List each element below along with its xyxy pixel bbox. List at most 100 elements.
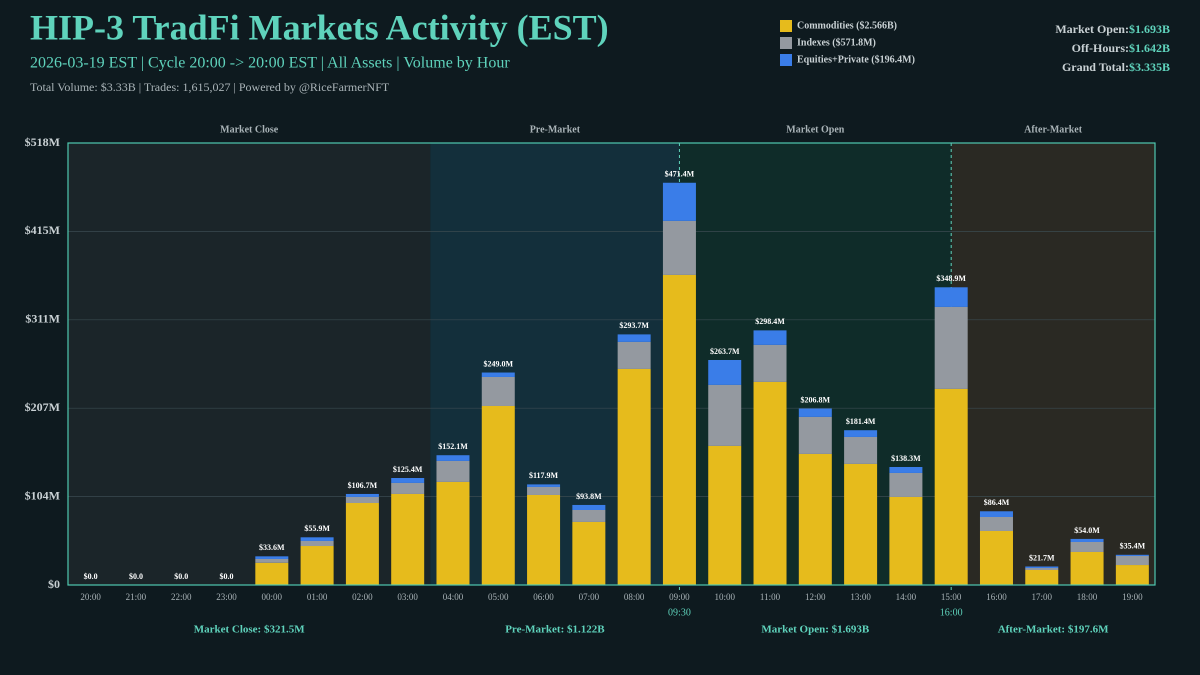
bar-segment	[844, 430, 878, 437]
total-label: $125.4M	[393, 465, 423, 474]
x-tick-label: 07:00	[579, 592, 600, 602]
bar-segment	[572, 504, 606, 510]
legend-label: Indexes ($571.8M)	[797, 37, 876, 48]
total-label: $471.4M	[665, 170, 695, 179]
bar-segment	[345, 496, 379, 503]
bar-segment	[572, 509, 606, 522]
x-tick-label: 16:00	[986, 592, 1007, 602]
legend-label: Equities+Private ($196.4M)	[797, 54, 915, 65]
total-label: $293.7M	[619, 321, 649, 330]
session-summary: After-Market: $197.6M	[998, 624, 1109, 636]
session-summary: Pre-Market: $1.122B	[505, 624, 605, 636]
bar-segment	[1025, 568, 1059, 570]
bar-segment	[662, 274, 696, 585]
x-tick-label: 23:00	[216, 592, 237, 602]
bar-segment	[934, 306, 968, 389]
total-label: $152.1M	[438, 442, 468, 451]
bar-segment	[934, 287, 968, 307]
session-label: After-Market	[1024, 124, 1083, 135]
x-tick-label: 11:00	[760, 592, 781, 602]
total-label: $86.4M	[984, 498, 1010, 507]
info-line: Total Volume: $3.33B | Trades: 1,615,027…	[30, 80, 390, 94]
total-label: $54.0M	[1074, 526, 1100, 535]
bar-segment	[798, 408, 832, 417]
bar-segment	[391, 477, 425, 483]
bar-segment	[889, 496, 923, 585]
total-label: $0.0	[220, 572, 234, 581]
x-tick-label: 00:00	[262, 592, 283, 602]
x-tick-label: 14:00	[896, 592, 917, 602]
x-tick-label: 05:00	[488, 592, 509, 602]
y-tick-label: $207M	[25, 400, 60, 414]
y-tick-label: $415M	[25, 223, 60, 237]
bar-segment	[617, 368, 651, 585]
bar-segment	[1115, 555, 1149, 566]
bar-segment	[798, 453, 832, 585]
bar-segment	[1025, 566, 1059, 569]
total-label: $263.7M	[710, 347, 740, 356]
session-label: Pre-Market	[530, 124, 581, 135]
x-tick-label: 19:00	[1122, 592, 1143, 602]
chart-title: HIP-3 TradFi Markets Activity (EST)	[30, 7, 609, 47]
bar-segment	[345, 493, 379, 497]
bar-segment	[1115, 565, 1149, 585]
x-tick-label: 18:00	[1077, 592, 1098, 602]
x-tick-label: 09:00	[669, 592, 690, 602]
bar-segment	[300, 537, 334, 541]
divider-label: 16:00	[940, 607, 963, 618]
total-label: $106.7M	[348, 481, 378, 490]
x-tick-label: 08:00	[624, 592, 645, 602]
stat-value: $1.642B	[1129, 41, 1170, 55]
bar-segment	[753, 330, 787, 345]
bar-segment	[979, 516, 1013, 531]
x-tick-label: 03:00	[397, 592, 418, 602]
bar-segment	[300, 540, 334, 547]
total-label: $93.8M	[576, 492, 602, 501]
stat: Grand Total:$3.335B	[1062, 60, 1170, 74]
session-summary: Market Close: $321.5M	[194, 624, 306, 636]
bar-segment	[617, 334, 651, 342]
session-summary: Market Open: $1.693B	[761, 624, 870, 636]
stat-label: Market Open:	[1055, 22, 1129, 36]
x-tick-label: 04:00	[443, 592, 464, 602]
legend-label: Commodities ($2.566B)	[797, 20, 897, 31]
total-label: $0.0	[129, 572, 143, 581]
bar-segment	[436, 481, 470, 585]
total-label: $138.3M	[891, 454, 921, 463]
bar-segment	[662, 182, 696, 221]
x-tick-label: 15:00	[941, 592, 962, 602]
total-label: $35.4M	[1120, 542, 1146, 551]
bar-segment	[798, 416, 832, 454]
total-label: $181.4M	[846, 417, 876, 426]
y-tick-label: $104M	[25, 488, 60, 502]
total-label: $0.0	[84, 572, 98, 581]
total-label: $55.9M	[304, 524, 330, 533]
stat-label: Grand Total:	[1062, 60, 1129, 74]
total-label: $0.0	[174, 572, 188, 581]
bar-segment	[889, 466, 923, 473]
legend-swatch	[780, 20, 792, 32]
bar-segment	[708, 445, 742, 585]
x-tick-label: 01:00	[307, 592, 328, 602]
bar-segment	[436, 455, 470, 461]
session-label: Market Open	[786, 124, 844, 135]
total-label: $298.4M	[755, 317, 785, 326]
bar-segment	[572, 521, 606, 585]
bar-segment	[436, 460, 470, 482]
bar-segment	[1070, 551, 1104, 585]
stat-value: $3.335B	[1129, 60, 1170, 74]
bar-segment	[481, 376, 515, 406]
bar-segment	[391, 493, 425, 585]
chart-subtitle: 2026-03-19 EST | Cycle 20:00 -> 20:00 ES…	[30, 55, 510, 72]
stat-label: Off-Hours:	[1072, 41, 1129, 55]
total-label: $21.7M	[1029, 553, 1055, 562]
bar-segment	[1115, 554, 1149, 556]
bar-segment	[617, 341, 651, 369]
bar-segment	[844, 463, 878, 585]
stat: Off-Hours:$1.642B	[1072, 41, 1170, 55]
stat: Market Open:$1.693B	[1055, 22, 1170, 36]
x-tick-label: 12:00	[805, 592, 826, 602]
x-tick-label: 13:00	[850, 592, 871, 602]
